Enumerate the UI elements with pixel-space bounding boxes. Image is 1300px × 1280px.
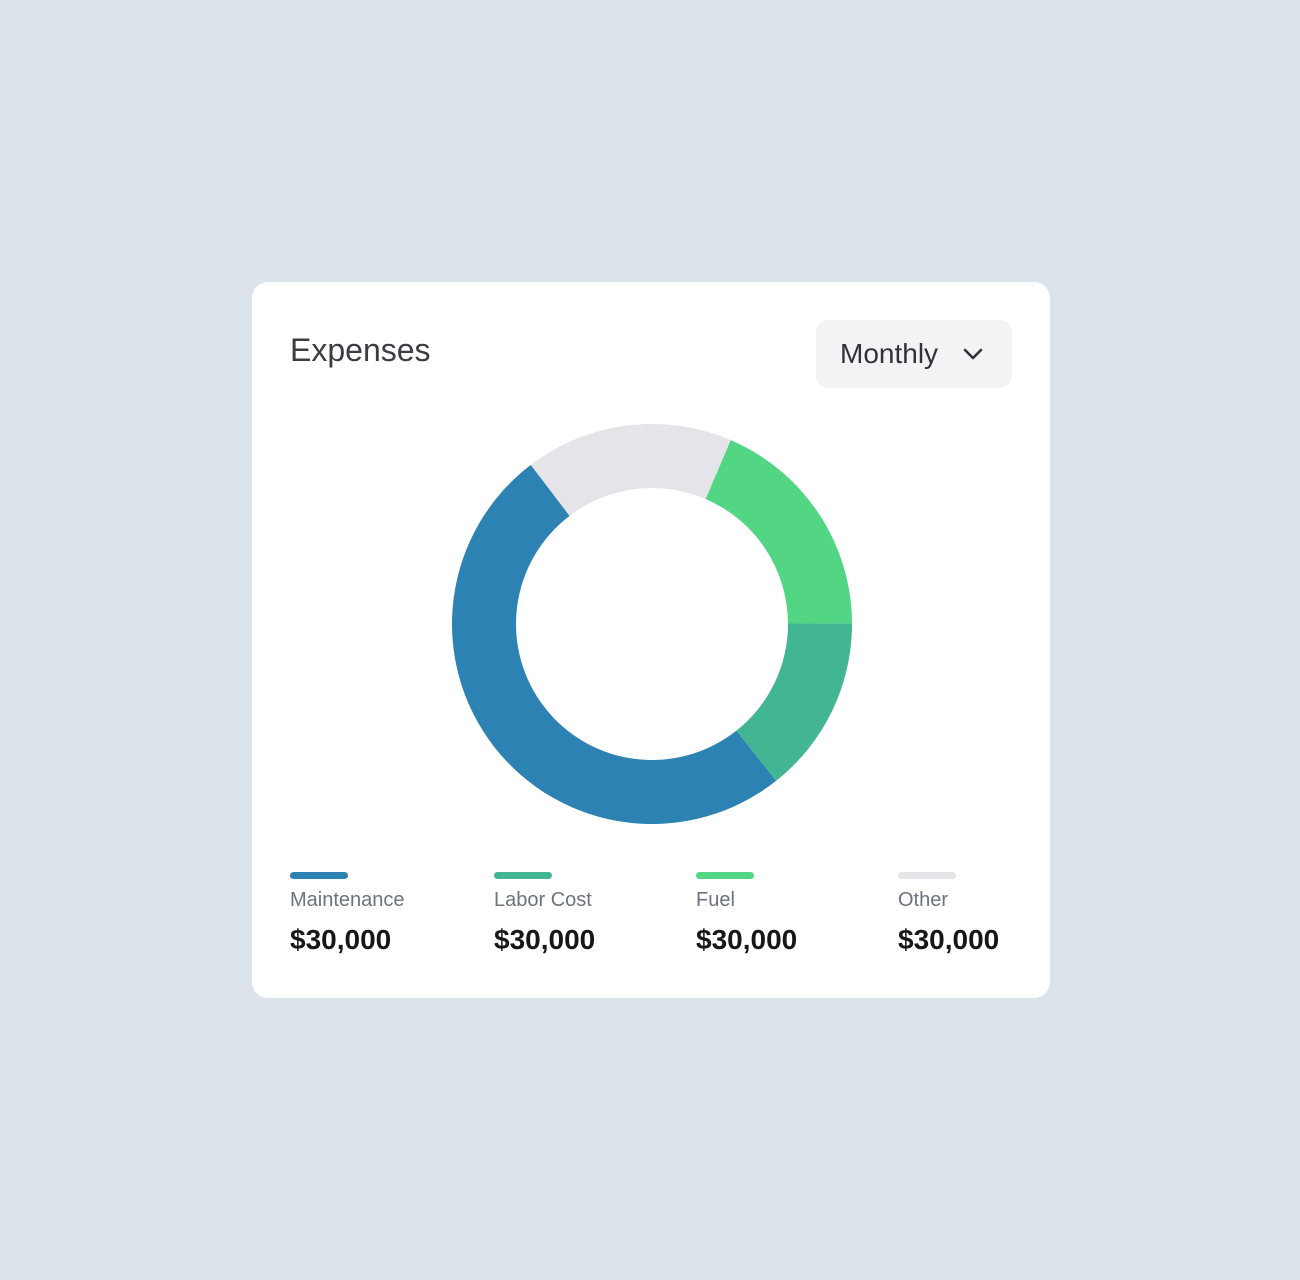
- legend-item: Fuel $30,000: [696, 872, 886, 956]
- period-dropdown[interactable]: Monthly: [816, 320, 1012, 388]
- card-title: Expenses: [290, 332, 431, 368]
- donut-slice: [736, 623, 852, 781]
- legend-name: Maintenance: [290, 889, 405, 911]
- legend-amount: $30,000: [494, 924, 596, 955]
- legend-swatch: [290, 872, 348, 879]
- legend-amount: $30,000: [898, 924, 1000, 955]
- legend-name: Fuel: [696, 889, 735, 911]
- chevron-icon: [963, 348, 983, 360]
- donut-slice: [705, 440, 852, 624]
- dropdown-label: Monthly: [840, 338, 939, 369]
- legend-amount: $30,000: [290, 924, 392, 955]
- legend-swatch: [696, 872, 754, 879]
- card: Expenses Monthly Maintenance $30,000 Labor…: [252, 282, 1050, 998]
- legend-item: Labor Cost $30,000: [494, 872, 684, 956]
- donut-chart: [451, 424, 852, 825]
- legend-swatch: [494, 872, 552, 879]
- legend-item: Maintenance $30,000: [290, 872, 480, 956]
- legend-item: Other $30,000: [898, 872, 1088, 956]
- donut-slice: [451, 464, 777, 825]
- donut-slice: [530, 424, 731, 516]
- legend-name: Other: [898, 889, 949, 911]
- legend-name: Labor Cost: [494, 889, 592, 911]
- legend-amount: $30,000: [696, 924, 798, 955]
- legend-swatch: [898, 872, 956, 879]
